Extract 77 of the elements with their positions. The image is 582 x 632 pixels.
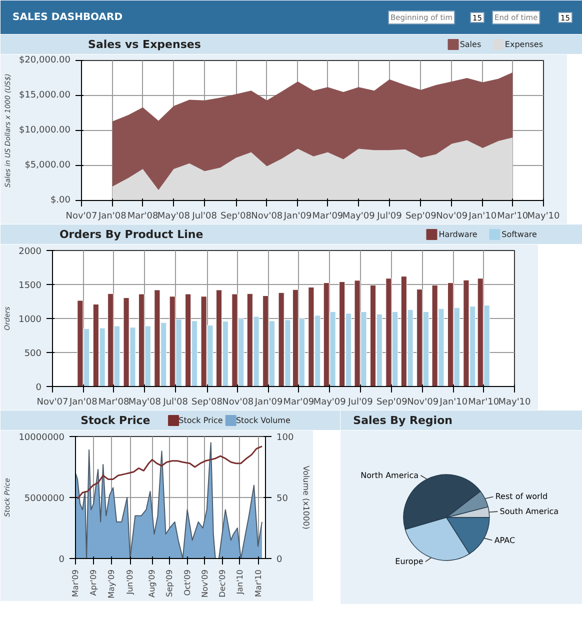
slice-label: North America <box>360 470 419 480</box>
slice-label: Rest of world <box>495 492 548 502</box>
y-tick-label: 0 <box>58 555 65 565</box>
legend-label: Hardware <box>438 230 478 239</box>
x-tick-label: Jul'08 <box>162 398 188 408</box>
x-tick-label: Oct'09 <box>182 569 192 596</box>
x-tick-label: Mar'09 <box>312 212 344 222</box>
x-tick-label: May'09 <box>313 398 346 408</box>
legend-label: Sales <box>460 40 482 49</box>
y-tick-label: 2000 <box>18 247 42 257</box>
x-tick-label: Jan'10 <box>235 569 244 596</box>
x-tick-label: Jan'10 <box>468 212 497 222</box>
x-tick-label: Mar'10 <box>497 212 528 222</box>
x-tick-label: Nov'07 <box>66 212 98 222</box>
x-tick-label: Nov'07 <box>36 398 68 408</box>
x-tick-label: Nov'09 <box>200 569 210 598</box>
y-tick-label: 1500 <box>18 281 42 291</box>
chart-title: Orders By Product Line <box>59 228 204 241</box>
y-tick-label: $10,000.00 <box>18 126 71 136</box>
y2-tick-label: 0 <box>276 555 282 565</box>
text: SALES DASHBOARD <box>12 12 123 23</box>
legend-label: Stock Volume <box>236 416 290 425</box>
chart-title: Sales By Region <box>353 414 452 427</box>
x-tick-label: Jan'08 <box>68 398 98 408</box>
y-tick-label: 5000000 <box>24 494 65 504</box>
y2-tick-label: 100 <box>276 433 294 443</box>
x-tick-label: Apr'09 <box>89 570 98 596</box>
x-tick-label: Jan'08 <box>98 212 127 222</box>
y2-axis-title: Volume (x1000) <box>302 466 311 530</box>
y-tick-label: $.00 <box>50 196 71 206</box>
x-tick-label: Jun'09 <box>126 569 135 596</box>
y-tick-label: $15,000.00 <box>18 90 71 100</box>
chart-title: Stock Price <box>80 414 150 427</box>
line-series <box>76 446 263 500</box>
x-tick-label: Mar'08 <box>98 398 130 408</box>
x-tick-label: May'09 <box>107 569 116 598</box>
x-tick-label: May'08 <box>157 212 190 222</box>
x-tick-label: Nov'09 <box>436 212 468 222</box>
x-tick-label: Sep'08 <box>192 398 223 408</box>
x-tick-label: Mar'09 <box>71 569 80 597</box>
x-tick-label: Sep'09 <box>376 398 408 408</box>
x-tick-label: Aug'09 <box>148 570 157 598</box>
slice-label: Europe <box>395 557 424 566</box>
x-tick-label: Jul'09 <box>347 398 374 408</box>
x-tick-label: Mar'09 <box>283 398 314 408</box>
legend-label: Expenses <box>504 40 544 49</box>
y-tick-label: $20,000.00 <box>18 56 71 66</box>
x-tick-label: May'10 <box>498 398 532 408</box>
x-tick-label: Mar'10 <box>468 398 500 408</box>
x-tick-label: Nov'08 <box>251 212 283 222</box>
x-tick-label: Mar'08 <box>127 212 159 222</box>
x-tick-label: Nov'09 <box>407 398 439 408</box>
x-tick-label: Nov'08 <box>222 398 254 408</box>
slice-label: South America <box>500 507 559 516</box>
x-tick-label: Jan'09 <box>254 398 283 408</box>
x-tick-label: May'08 <box>128 398 162 408</box>
y-tick-label: 1000 <box>18 315 42 325</box>
legend-label: Software <box>502 230 537 239</box>
x-tick-label: Jan'09 <box>282 212 312 222</box>
x-tick-label: Sep'09 <box>165 569 174 597</box>
x-tick-label: Sep'08 <box>220 212 252 222</box>
y-tick-label: 500 <box>24 349 42 359</box>
x-tick-label: May'10 <box>527 212 560 222</box>
y-tick-label: 10000000 <box>18 433 65 443</box>
legend-label: Stock Price <box>178 416 223 425</box>
y-tick-label: 0 <box>36 383 42 393</box>
y-tick-label: $5,000.00 <box>24 160 71 170</box>
chart-title: Sales vs Expenses <box>88 38 202 51</box>
x-tick-label: Sep'09 <box>405 212 437 222</box>
x-tick-label: Mar'10 <box>254 569 263 597</box>
slice-label: APAC <box>494 536 516 545</box>
x-tick-label: Jul'08 <box>191 212 218 222</box>
x-tick-label: May'09 <box>342 212 376 222</box>
x-tick-label: Dec'09 <box>218 570 227 598</box>
x-tick-label: Jan'10 <box>438 398 468 408</box>
y2-tick-label: 50 <box>276 494 288 504</box>
x-tick-label: Jul'09 <box>376 212 402 222</box>
